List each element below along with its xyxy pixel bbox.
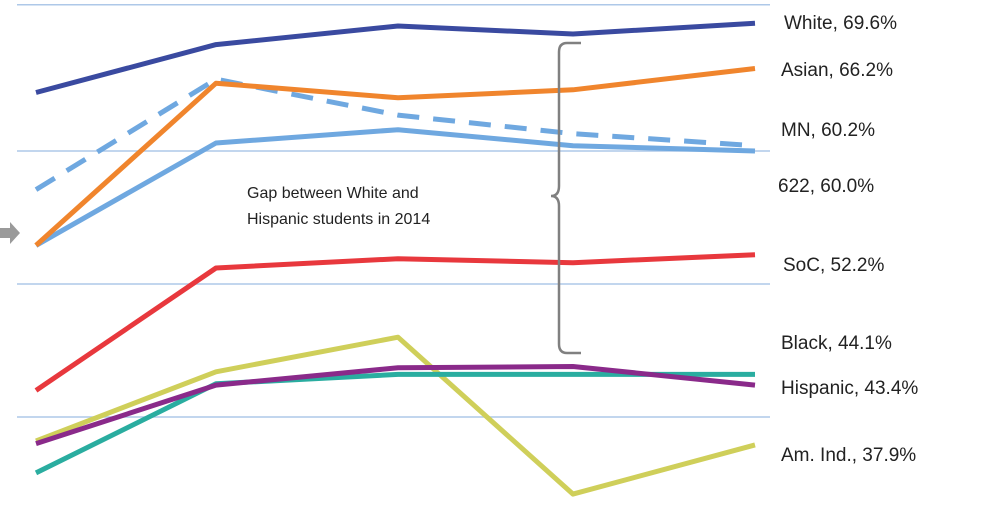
series-line-mn xyxy=(34,76,756,192)
end-label-white: White, 69.6% xyxy=(784,13,897,34)
gap-bracket xyxy=(550,41,581,355)
end-label-mn: MN, 60.2% xyxy=(781,120,875,141)
series-line-hispanic xyxy=(34,371,755,476)
left-arrow-icon xyxy=(0,222,20,244)
series-line-soc xyxy=(34,252,756,393)
series-lines xyxy=(34,20,756,497)
series-line-white xyxy=(35,20,756,95)
series-line-black xyxy=(35,364,756,446)
series-line-622 xyxy=(34,127,756,248)
end-label-am-ind: Am. Ind., 37.9% xyxy=(781,445,916,466)
series-line-am-ind xyxy=(35,334,756,497)
series-line-asian xyxy=(34,66,756,248)
end-label-622: 622, 60.0% xyxy=(778,176,874,197)
end-label-hispanic: Hispanic, 43.4% xyxy=(781,378,918,399)
end-labels: White, 69.6% Asian, 66.2% MN, 60.2% 622,… xyxy=(778,13,918,466)
end-label-asian: Asian, 66.2% xyxy=(781,60,893,81)
gap-annotation-line2: Hispanic students in 2014 xyxy=(247,211,430,228)
gap-annotation-line1: Gap between White and xyxy=(247,185,419,202)
end-label-soc: SoC, 52.2% xyxy=(783,255,884,276)
end-label-black: Black, 44.1% xyxy=(781,333,892,354)
gap-annotation: Gap between White and Hispanic students … xyxy=(247,185,430,228)
